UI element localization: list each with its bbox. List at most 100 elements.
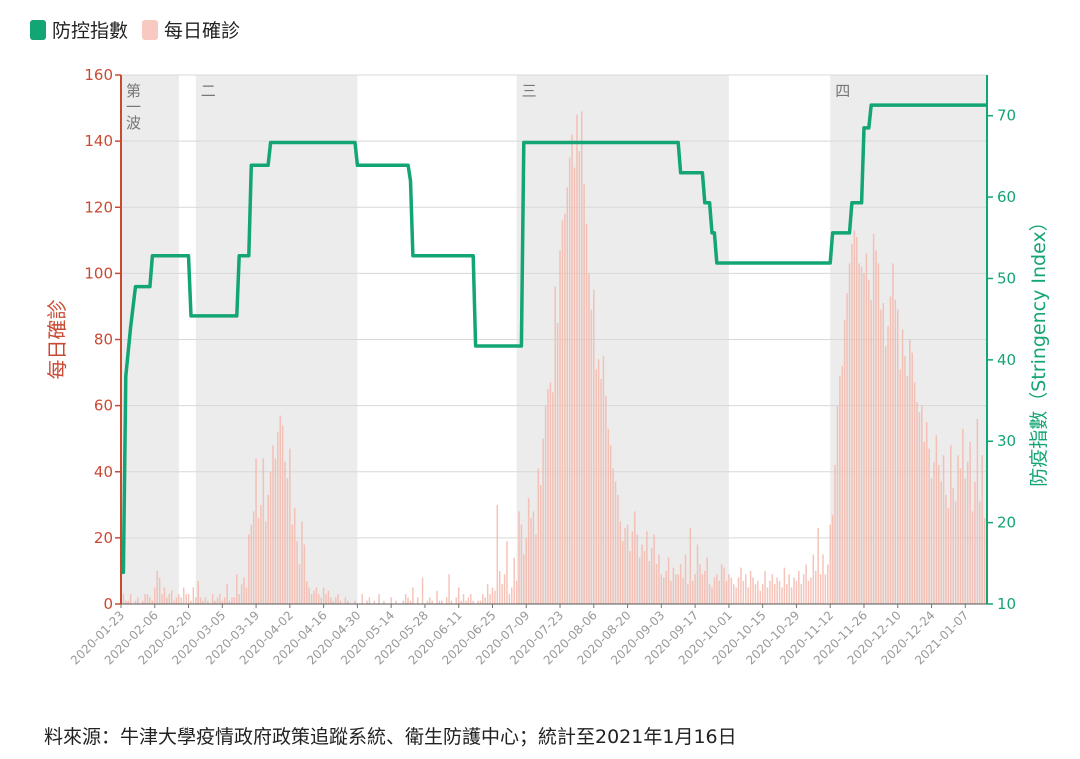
case-bar [178,594,180,604]
case-bar [293,508,296,604]
case-bar [501,584,503,604]
left-tick-label: 100 [84,264,113,282]
case-bar [554,286,556,604]
case-bar [665,570,667,604]
case-bar [612,468,614,604]
case-bar [564,213,566,605]
case-bar [819,574,822,604]
case-bar [491,587,494,604]
case-bar [858,263,860,604]
case-bar [486,584,489,604]
case-bar [149,597,151,604]
left-tick-label: 40 [94,463,113,481]
case-bar [518,511,520,604]
case-bar [805,564,807,604]
case-bar [330,597,332,604]
case-bar [576,114,578,605]
case-bar [173,600,175,604]
legend-label-cases: 每日確診 [164,20,241,42]
y-left-title: 每日確診 [45,300,69,380]
case-bar [537,468,540,604]
case-bar [429,597,431,604]
case-bar [455,597,458,604]
case-bar [889,296,892,604]
case-bar [954,501,957,604]
case-bar [824,574,827,604]
case-bar [877,263,880,604]
case-bar [696,544,699,604]
case-bar [723,567,725,604]
case-bar [228,600,231,604]
case-bar [156,570,158,604]
case-bar [187,594,190,604]
case-bar [732,584,735,604]
case-bar [841,365,844,604]
case-bar [154,587,156,604]
case-bar [460,600,462,604]
case-bar [390,597,392,604]
case-bar [646,531,648,604]
case-bar [137,597,139,604]
case-bar [223,597,226,604]
case-bar [827,564,829,604]
case-bar [745,574,747,604]
case-bar [976,418,979,604]
case-bar [573,167,576,604]
case-bar [783,567,786,604]
stringency-line [121,103,987,575]
case-bar [245,587,248,604]
case-bar [778,580,781,604]
case-bar [284,461,286,604]
case-bar [617,494,619,604]
case-bar [192,587,195,604]
case-bar [817,527,819,604]
case-bar [441,600,443,604]
case-bar [812,554,815,604]
case-bar [568,157,571,604]
legend-swatch-cases [142,19,159,40]
case-bar [947,508,950,604]
case-bar [520,524,523,604]
case-bar [952,488,954,604]
case-bar [467,597,470,604]
case-bar [822,554,824,604]
case-bar [477,600,479,604]
case-bar [938,465,940,604]
case-bar [279,415,281,604]
legend-item-cases: 每日確診 [142,16,240,43]
case-bar [868,279,870,604]
case-bar [334,597,337,604]
case-bar [677,574,679,604]
case-bar [836,405,839,604]
case-bar [566,187,569,604]
case-bar [361,594,363,604]
case-bar [964,478,967,604]
case-bar [303,544,306,604]
case-bar [793,577,795,604]
case-bar [899,369,901,604]
case-bar [846,293,848,604]
case-bar [679,564,682,604]
case-bar [798,570,800,604]
right-tick-label: 20 [997,514,1016,532]
case-bar [257,518,260,604]
case-bar [904,356,906,604]
case-bar [609,445,612,604]
case-bar [971,511,974,604]
case-bar [810,577,812,604]
case-bar [305,580,308,604]
case-bar [255,458,257,604]
case-bar [925,422,928,604]
case-bar [790,587,793,604]
case-bar [711,587,713,604]
case-bar [643,551,646,604]
case-bar [896,309,899,604]
case-bar [624,527,626,604]
case-bar [515,580,518,604]
case-bar [144,594,146,604]
case-bar [168,594,170,604]
right-tick-label: 70 [997,107,1016,125]
case-bar [716,574,718,604]
case-bar [559,250,561,604]
case-bar [547,389,549,604]
